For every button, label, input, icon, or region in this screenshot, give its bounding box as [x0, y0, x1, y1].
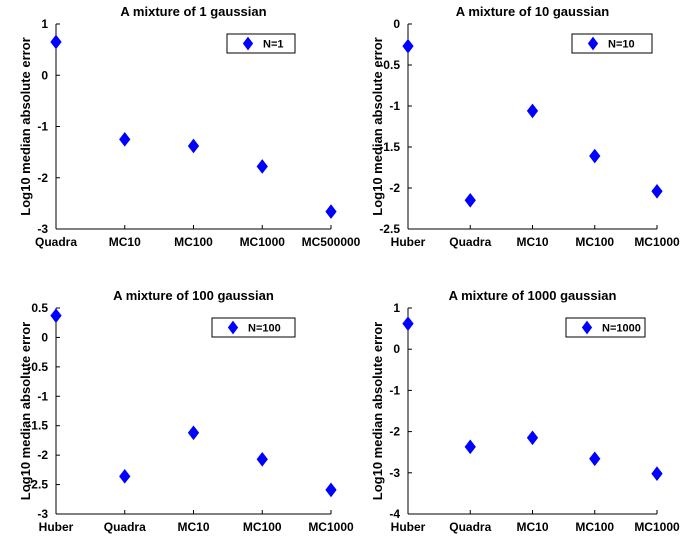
legend-marker: [587, 36, 599, 51]
subplot-4: A mixture of 1000 gaussian Log10 median a…: [370, 288, 680, 534]
data-point: [402, 38, 414, 54]
legend-marker: [581, 320, 593, 335]
y-tick-label: -0.5: [379, 58, 400, 72]
y-tick-label: -4: [389, 507, 400, 521]
x-tick-label: Huber: [391, 520, 426, 534]
subplot-1: A mixture of 1 gaussian Log10 median abso…: [18, 4, 361, 249]
y-tick-label: -3: [37, 222, 48, 236]
data-point: [50, 308, 62, 323]
subplot-3: A mixture of 100 gaussian Log10 median ab…: [18, 288, 354, 534]
y-tick-label: -2.5: [27, 478, 48, 492]
data-point: [464, 192, 476, 208]
data-point: [464, 439, 476, 455]
y-tick-label: -0.5: [27, 360, 48, 374]
y-tick-label: 0: [41, 68, 48, 82]
y-axis-label: Log10 median absolute error: [18, 322, 33, 500]
x-tick-label: MC1000: [634, 235, 680, 249]
y-tick-label: -2: [37, 171, 48, 185]
x-tick-label: MC100: [174, 235, 213, 249]
chart-title: A mixture of 100 gaussian: [113, 288, 274, 303]
data-point: [526, 103, 539, 119]
legend-marker: [227, 320, 239, 335]
legend: N=1000: [565, 317, 646, 338]
y-tick-label: -1: [389, 99, 400, 113]
legend: N=10: [571, 33, 653, 54]
y-tick-label: 0: [393, 342, 400, 356]
x-tick-label: Quadra: [104, 520, 146, 534]
data-point: [119, 469, 131, 484]
y-tick-label: -2: [37, 448, 48, 462]
y-axis-label: Log10 median absolute error: [18, 37, 33, 215]
legend-marker: [242, 36, 254, 51]
data-point: [187, 425, 200, 441]
y-tick-label: -1: [389, 383, 400, 397]
y-tick-label: 0: [393, 17, 400, 31]
data-point: [256, 159, 268, 174]
data-point: [50, 34, 62, 50]
legend-label: N=1: [263, 39, 284, 51]
data-point: [119, 131, 131, 147]
y-tick-label: -3: [389, 466, 400, 480]
x-tick-label: Quadra: [35, 235, 77, 249]
chart-title: A mixture of 1 gaussian: [120, 4, 266, 19]
x-tick-label: MC100: [575, 235, 614, 249]
legend-label: N=10: [608, 39, 635, 51]
x-tick-label: MC10: [177, 520, 209, 534]
y-tick-label: -2.5: [379, 222, 400, 236]
y-axis-label: Log10 median absolute error: [370, 37, 385, 215]
x-tick-label: Quadra: [449, 520, 491, 534]
data-point: [589, 148, 601, 164]
x-tick-label: MC10: [516, 235, 548, 249]
x-tick-label: MC1000: [634, 520, 680, 534]
subplot-2: A mixture of 10 gaussian Log10 median abs…: [370, 4, 680, 249]
y-tick-label: -1: [37, 120, 48, 134]
data-point: [589, 451, 601, 467]
data-point: [651, 183, 663, 199]
y-tick-label: -1: [37, 389, 48, 403]
x-tick-label: MC100: [243, 520, 282, 534]
x-tick-label: MC10: [516, 520, 548, 534]
x-tick-label: MC10: [109, 235, 141, 249]
x-tick-label: MC500000: [302, 235, 361, 249]
y-tick-label: -2: [389, 425, 400, 439]
x-tick-label: MC1000: [240, 235, 286, 249]
x-tick-label: Huber: [39, 520, 74, 534]
y-tick-label: -2: [389, 181, 400, 195]
data-point: [187, 138, 200, 154]
x-tick-label: MC1000: [308, 520, 354, 534]
legend-box: [226, 33, 296, 54]
legend: N=100: [211, 317, 296, 338]
legend-label: N=1000: [602, 323, 641, 335]
data-point: [325, 482, 337, 498]
legend-label: N=100: [248, 323, 281, 335]
y-tick-label: 0.5: [31, 301, 48, 315]
y-tick-label: 0: [41, 330, 48, 344]
x-tick-label: MC100: [575, 520, 614, 534]
y-tick-label: 1: [41, 17, 48, 31]
y-tick-label: -3: [37, 507, 48, 521]
y-tick-label: -1.5: [379, 140, 400, 154]
y-axis-label: Log10 median absolute error: [370, 322, 385, 500]
data-point: [325, 204, 337, 219]
chart-title: A mixture of 1000 gaussian: [449, 288, 617, 303]
data-point: [526, 430, 539, 446]
data-point: [402, 316, 414, 331]
chart-title: A mixture of 10 gaussian: [456, 4, 609, 19]
data-point: [256, 451, 268, 467]
x-tick-label: Quadra: [449, 235, 491, 249]
y-tick-label: -1.5: [27, 419, 48, 433]
x-tick-label: Huber: [391, 235, 426, 249]
legend: N=1: [226, 33, 296, 54]
y-tick-label: 1: [393, 301, 400, 315]
data-point: [651, 466, 663, 481]
